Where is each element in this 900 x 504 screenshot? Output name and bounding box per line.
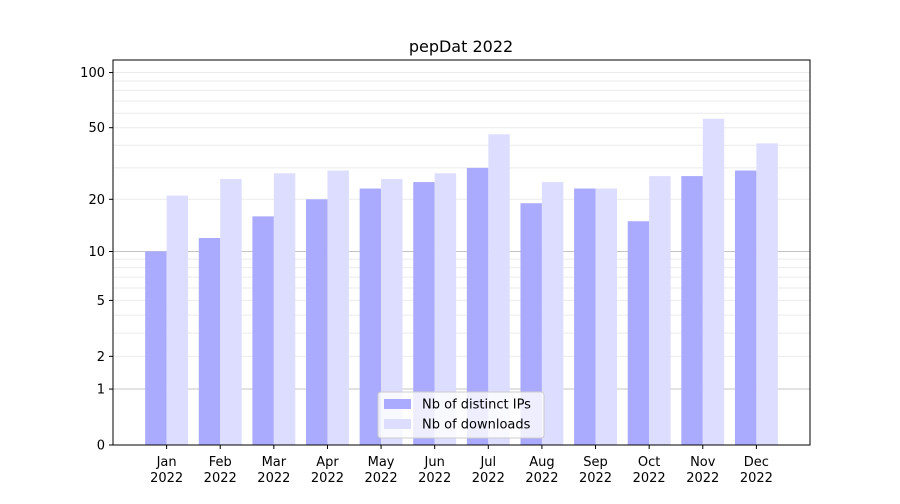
y-tick-label: 50 xyxy=(88,121,105,136)
bar-downloads xyxy=(595,188,617,445)
bar-downloads xyxy=(488,134,510,445)
bar-downloads xyxy=(649,176,671,445)
y-tick-label: 10 xyxy=(88,245,105,260)
x-tick-label: May xyxy=(368,455,395,470)
legend-box xyxy=(377,391,545,439)
x-tick-label: 2022 xyxy=(472,471,505,486)
x-tick-label: 2022 xyxy=(311,471,344,486)
x-tick-label: Aug xyxy=(529,455,554,470)
x-tick-label: Sep xyxy=(583,455,608,470)
bar-downloads xyxy=(327,170,349,445)
x-tick-label: Jun xyxy=(424,455,445,470)
x-tick-label: Oct xyxy=(638,455,660,470)
legend-swatch xyxy=(384,419,411,429)
bar-distinct-ips xyxy=(306,199,328,445)
y-tick-label: 5 xyxy=(97,294,105,309)
x-tick-label: 2022 xyxy=(418,471,451,486)
y-tick-label: 20 xyxy=(88,193,105,208)
bar-distinct-ips xyxy=(359,188,382,445)
bar-distinct-ips xyxy=(574,188,596,445)
x-tick-label: 2022 xyxy=(633,471,666,486)
x-tick-label: 2022 xyxy=(150,471,183,486)
bar-distinct-ips xyxy=(466,167,489,445)
bar-downloads xyxy=(273,173,296,445)
bar-distinct-ips xyxy=(252,216,274,445)
y-tick-label: 0 xyxy=(97,439,105,454)
legend-swatch xyxy=(384,399,411,409)
x-tick-label: Jan xyxy=(156,455,177,470)
bar-downloads xyxy=(541,182,564,445)
x-tick-label: 2022 xyxy=(686,471,719,486)
axes-frame xyxy=(112,59,811,446)
bar-distinct-ips xyxy=(145,251,167,445)
y-tick-label: 2 xyxy=(97,350,105,365)
x-tick-label: 2022 xyxy=(579,471,612,486)
bar-downloads xyxy=(381,179,403,446)
x-tick-label: Mar xyxy=(262,455,287,470)
x-tick-label: Dec xyxy=(744,455,769,470)
bar-distinct-ips xyxy=(198,238,221,445)
legend: Nb of distinct IPs Nb of downloads xyxy=(377,391,545,439)
legend-label: Nb of distinct IPs xyxy=(422,398,531,413)
bar-downloads xyxy=(166,195,189,445)
bar-distinct-ips xyxy=(413,182,435,445)
x-tick-label: 2022 xyxy=(525,471,558,486)
y-tick-label: 1 xyxy=(97,383,105,398)
x-tick-label: Feb xyxy=(209,455,232,470)
x-tick-label: Nov xyxy=(690,455,716,470)
bar-distinct-ips xyxy=(734,170,757,445)
y-tick-label: 100 xyxy=(80,66,105,81)
bar-distinct-ips xyxy=(520,203,542,445)
x-tick-label: Jul xyxy=(479,455,496,470)
legend-label: Nb of downloads xyxy=(422,418,531,433)
bar-downloads xyxy=(220,179,242,446)
x-tick-label: 2022 xyxy=(740,471,773,486)
x-tick-label: 2022 xyxy=(365,471,398,486)
chart-title: pepDat 2022 xyxy=(409,37,513,56)
x-tick-label: Apr xyxy=(316,455,339,470)
bar-downloads xyxy=(434,173,457,445)
x-tick-label: 2022 xyxy=(204,471,237,486)
bar-downloads xyxy=(756,143,778,446)
bar-distinct-ips xyxy=(681,176,703,445)
bar-distinct-ips xyxy=(627,221,650,445)
bar-downloads xyxy=(702,118,725,445)
x-tick-label: 2022 xyxy=(257,471,290,486)
